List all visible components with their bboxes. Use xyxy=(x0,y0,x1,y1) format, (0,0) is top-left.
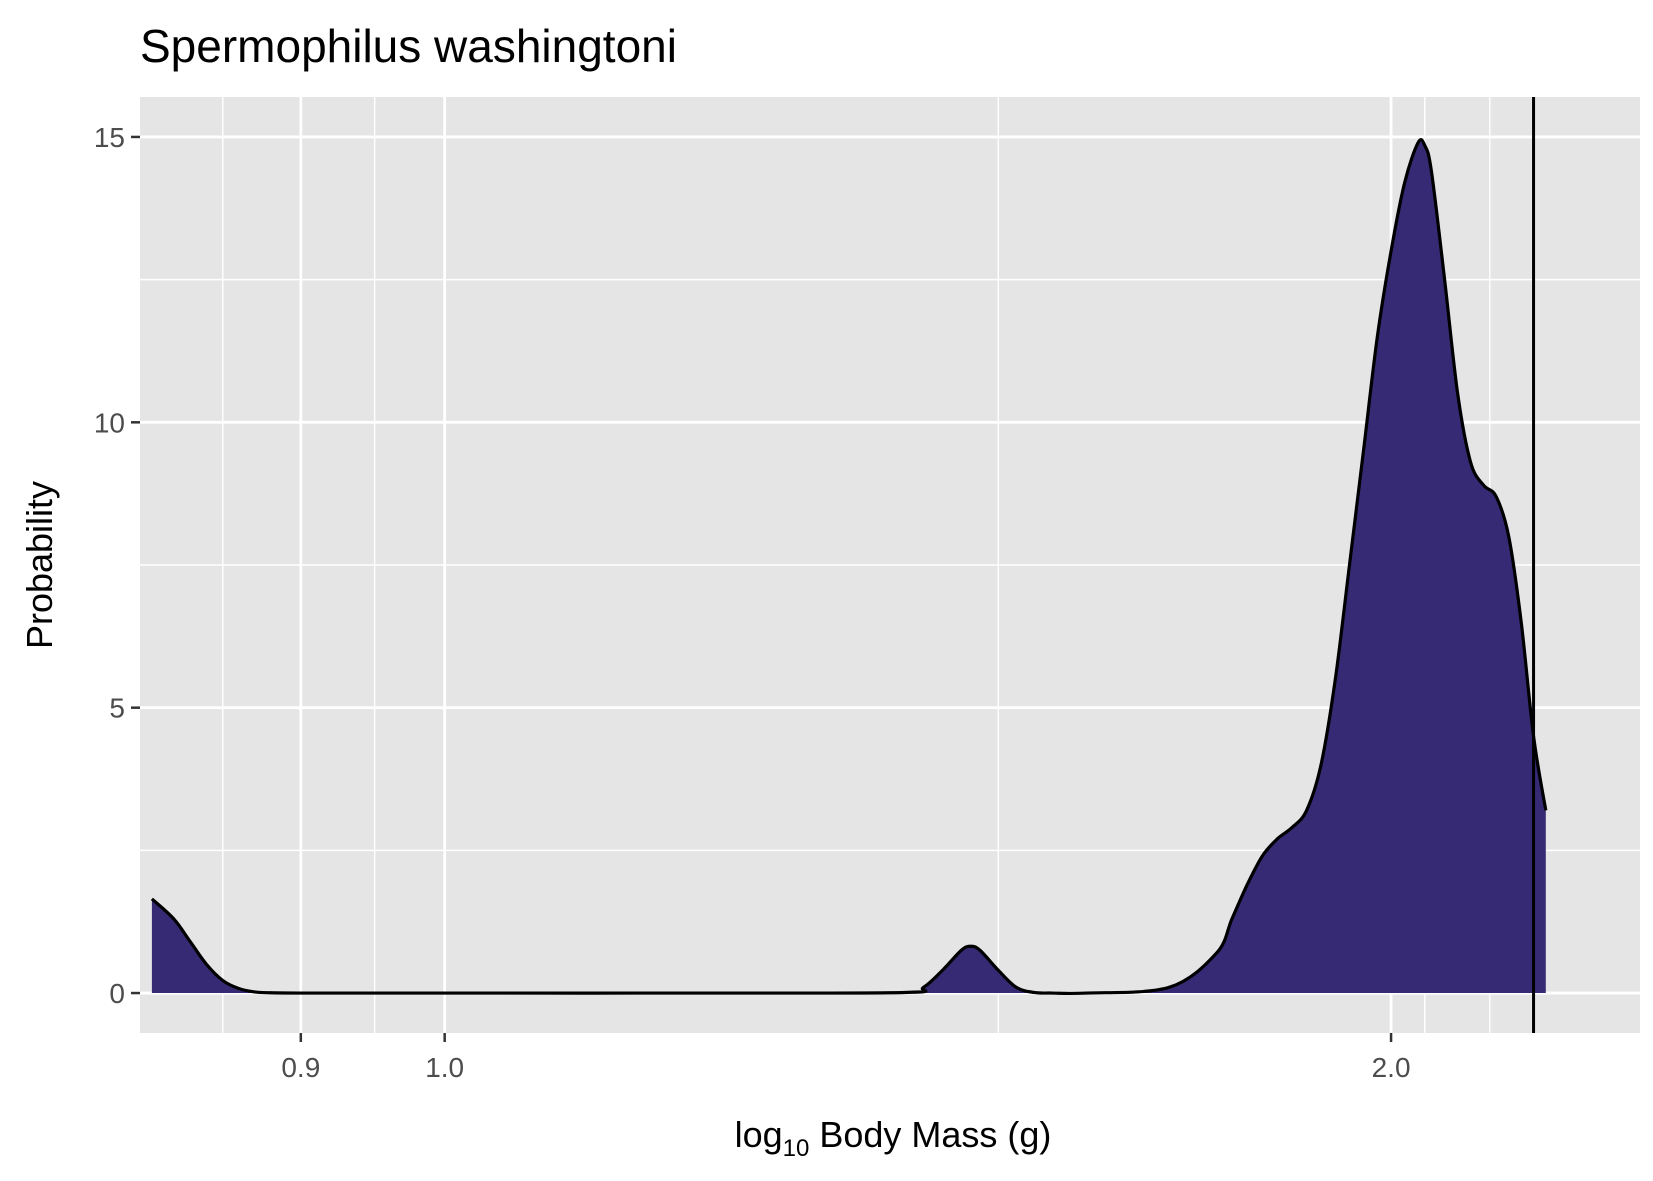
x-tick-label: 1.0 xyxy=(425,1052,464,1083)
x-tick-label: 2.0 xyxy=(1372,1052,1411,1083)
density-curve xyxy=(150,137,1548,996)
y-tick-label: 0 xyxy=(109,978,125,1009)
chart-title: Spermophilus washingtoni xyxy=(140,20,677,72)
density-area xyxy=(151,139,1546,994)
y-tick-label: 10 xyxy=(94,407,125,438)
y-tick-label: 15 xyxy=(94,122,125,153)
x-tick-label: 0.9 xyxy=(281,1052,320,1083)
y-tick-label: 5 xyxy=(109,693,125,724)
x-axis-title: log10 Body Mass (g) xyxy=(735,1114,1052,1162)
x-axis-ticks: 0.9 1.0 2.0 xyxy=(281,1033,1411,1083)
y-axis-title: Probability xyxy=(19,481,60,649)
y-axis-ticks: 0 5 10 15 xyxy=(94,122,140,1009)
